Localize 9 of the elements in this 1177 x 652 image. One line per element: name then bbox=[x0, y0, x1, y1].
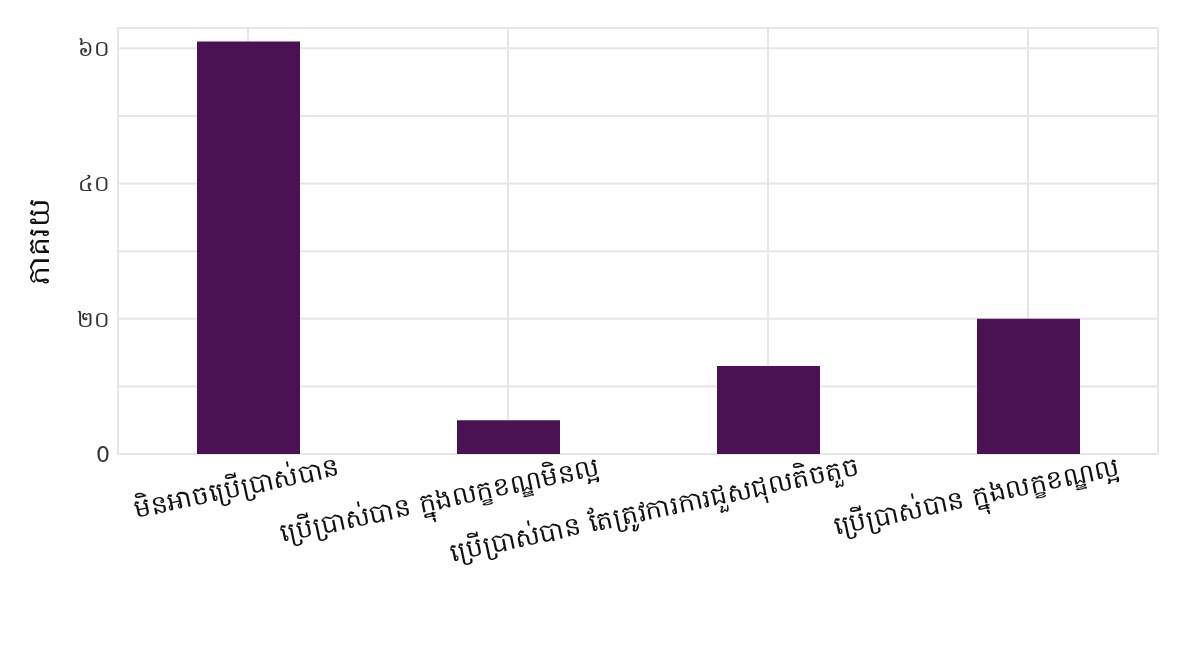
y-axis-title: ភាគរយ bbox=[20, 197, 56, 285]
bar bbox=[717, 366, 820, 454]
bar bbox=[197, 41, 300, 454]
y-tick-label: ៦០ bbox=[78, 36, 110, 62]
y-tick-label: 0 bbox=[96, 441, 110, 467]
bar bbox=[457, 420, 560, 454]
y-tick-label: ២០ bbox=[77, 306, 110, 332]
bar bbox=[977, 318, 1080, 454]
y-tick-label: ៤០ bbox=[78, 171, 110, 197]
